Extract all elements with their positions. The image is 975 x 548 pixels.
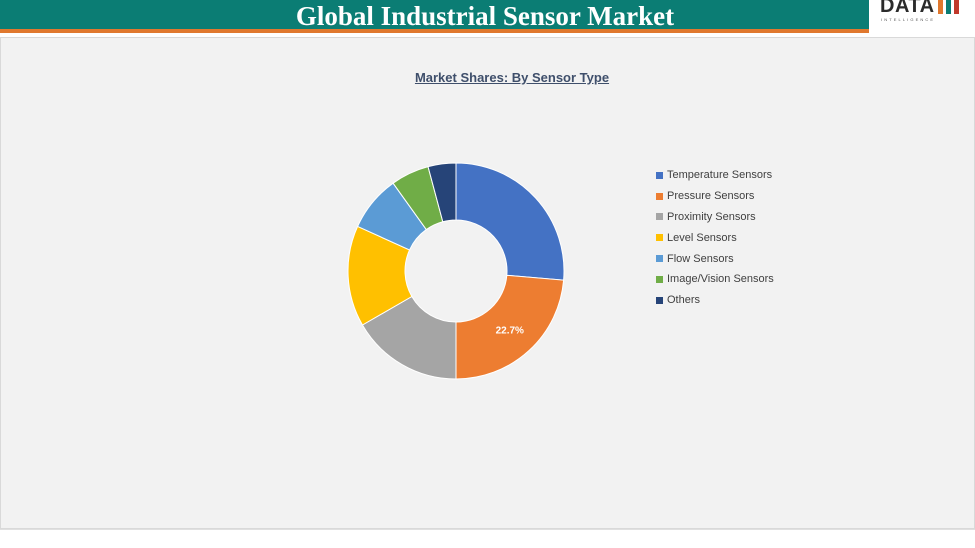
legend-swatch bbox=[656, 171, 663, 179]
legend-label: Image/Vision Sensors bbox=[667, 273, 774, 286]
legend-label: Pressure Sensors bbox=[667, 190, 755, 203]
donut-slice-proximity-sensors bbox=[361, 295, 457, 380]
legend-swatch bbox=[656, 192, 663, 200]
legend-swatch bbox=[656, 213, 663, 221]
legend-label: Temperature Sensors bbox=[667, 169, 773, 182]
header-accent-stripe bbox=[0, 29, 975, 33]
legend-item: Level Sensors bbox=[656, 227, 774, 248]
legend-label: Proximity Sensors bbox=[667, 210, 756, 223]
legend-swatch bbox=[656, 255, 663, 263]
page-title: Global Industrial Sensor Market bbox=[295, 1, 675, 31]
legend-swatch bbox=[656, 275, 663, 283]
legend-item: Flow Sensors bbox=[656, 248, 774, 269]
legend-swatch bbox=[656, 234, 663, 242]
donut-slice-temperature-sensors bbox=[455, 162, 565, 281]
logo-tagline: INTELLIGENCE bbox=[881, 17, 936, 22]
legend-item: Image/Vision Sensors bbox=[656, 269, 774, 290]
chart-title: Market Shares: By Sensor Type bbox=[414, 70, 610, 85]
data-label: 22.7% bbox=[496, 326, 524, 337]
legend-label: Level Sensors bbox=[667, 231, 737, 244]
legend-label: Others bbox=[667, 294, 701, 307]
donut-slice-pressure-sensors bbox=[455, 274, 565, 380]
legend-item: Pressure Sensors bbox=[656, 186, 774, 207]
logo-wordmark: DATA bbox=[880, 0, 935, 17]
chart-panel: Market Shares: By Sensor Type bbox=[0, 37, 975, 529]
header-band bbox=[0, 0, 975, 29]
donut-slice-others bbox=[427, 162, 457, 223]
logo-bars-icon bbox=[938, 0, 959, 14]
legend-item: Temperature Sensors bbox=[656, 165, 774, 186]
legend-item: Proximity Sensors bbox=[656, 207, 774, 228]
brand-logo: DATA INTELLIGENCE bbox=[869, 0, 975, 33]
legend-item: Others bbox=[656, 290, 774, 311]
chart-legend: Temperature Sensors Pressure Sensors Proxi… bbox=[656, 165, 774, 311]
legend-swatch bbox=[656, 296, 663, 304]
legend-label: Flow Sensors bbox=[667, 252, 734, 265]
footer-divider bbox=[0, 529, 975, 530]
